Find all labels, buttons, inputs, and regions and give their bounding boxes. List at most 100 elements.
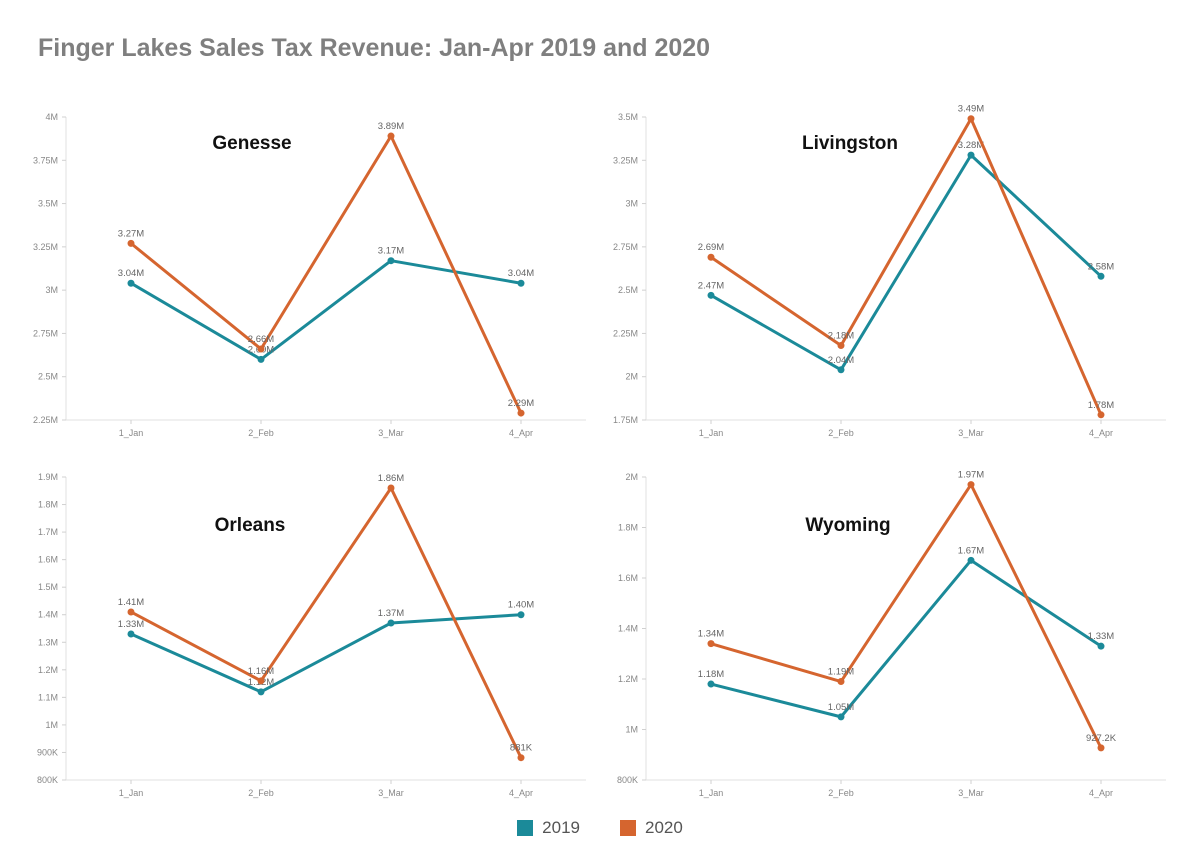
chart-title: Genesse	[212, 133, 292, 154]
data-label-2019: 1.33M	[1088, 631, 1114, 642]
page-title: Finger Lakes Sales Tax Revenue: Jan-Apr …	[38, 34, 711, 62]
y-tick-label: 3.25M	[613, 155, 638, 165]
data-label-2020: 3.49M	[958, 104, 984, 115]
y-tick-label: 800K	[37, 775, 58, 785]
data-label-2020: 881K	[510, 743, 533, 754]
y-tick-label: 2.5M	[618, 285, 638, 295]
chart-title: Wyoming	[805, 515, 891, 536]
data-point-2019	[257, 355, 265, 363]
y-tick-label: 1.5M	[38, 582, 58, 592]
data-label-2019: 2.47M	[698, 280, 724, 291]
y-tick-label: 2M	[625, 372, 638, 382]
series-line-2020	[130, 134, 523, 414]
data-label-2019: 2.04M	[828, 355, 854, 366]
chart-title: Orleans	[214, 515, 286, 536]
series-line-2020	[130, 486, 523, 759]
chart-svg: 800K 1M 1.2M 1.4M 1.6M 1.8M 2M 1_Jan 2_Feb 3_Mar 4…	[617, 470, 1166, 798]
y-tick-label: 3.25M	[33, 242, 58, 252]
x-tick-label: 1_Jan	[699, 788, 724, 798]
y-tick-label: 2M	[625, 472, 638, 482]
data-point-2019	[257, 688, 265, 696]
data-point-2020	[837, 678, 845, 686]
data-label-2019: 1.33M	[118, 619, 144, 630]
y-tick-label: 2.25M	[613, 328, 638, 338]
y-tick-label: 3.5M	[618, 112, 638, 122]
data-point-2020	[387, 484, 395, 492]
series-line-2019	[130, 259, 522, 361]
y-tick-label: 1.8M	[618, 523, 638, 533]
data-point-2019	[837, 366, 845, 374]
y-tick-label: 1.9M	[38, 472, 58, 482]
chart-title: Livingston	[801, 133, 899, 154]
y-tick-label: 3M	[45, 285, 58, 295]
data-label-2020: 3.27M	[118, 228, 144, 239]
data-label-2020: 1.19M	[828, 667, 854, 678]
data-point-2019	[387, 619, 395, 627]
data-label-2020: 2.18M	[828, 331, 854, 342]
data-point-2020	[837, 342, 845, 350]
x-tick-label: 3_Mar	[378, 788, 404, 798]
data-label-2020: 3.89M	[378, 121, 404, 132]
series-line-2019	[710, 153, 1103, 372]
series-line-2019	[130, 613, 522, 694]
data-point-2019	[517, 611, 525, 619]
series-line-2019	[710, 558, 1102, 719]
data-point-2019	[707, 680, 715, 688]
data-label-2019: 2.58M	[1088, 261, 1114, 272]
data-label-2019: 3.28M	[958, 140, 984, 151]
y-tick-label: 1.3M	[38, 637, 58, 647]
legend-label: 2019	[542, 818, 580, 837]
legend-swatch-2019	[517, 820, 534, 836]
chart-panel-genesse: 2.25M 2.5M 2.75M 3M 3.25M 3.5M 3.75M 4M 1_Jan 2_F…	[20, 95, 600, 465]
y-tick-label: 900K	[37, 747, 58, 757]
x-tick-label: 4_Apr	[1089, 428, 1113, 438]
x-tick-label: 4_Apr	[509, 788, 533, 798]
y-tick-label: 1.2M	[38, 665, 58, 675]
data-point-2019	[967, 556, 975, 564]
chart-panel-wyoming: 800K 1M 1.2M 1.4M 1.6M 1.8M 2M 1_Jan 2_Feb 3_Mar 4…	[600, 455, 1180, 825]
legend-swatch-2020	[620, 820, 636, 836]
y-tick-label: 1M	[45, 720, 58, 730]
y-tick-label: 3M	[625, 199, 638, 209]
data-label-2020: 2.29M	[508, 398, 534, 409]
data-point-2019	[1097, 642, 1105, 650]
data-point-2020	[127, 239, 135, 247]
data-point-2019	[967, 151, 975, 159]
x-tick-label: 2_Feb	[248, 788, 274, 798]
y-tick-label: 2.75M	[613, 242, 638, 252]
x-tick-label: 4_Apr	[509, 428, 533, 438]
y-tick-label: 1.1M	[38, 692, 58, 702]
chart-panel-livingston: 1.75M 2M 2.25M 2.5M 2.75M 3M 3.25M 3.5M 1_Jan 2_F…	[600, 95, 1180, 465]
x-tick-label: 1_Jan	[119, 428, 144, 438]
x-tick-label: 3_Mar	[378, 428, 404, 438]
data-point-2020	[517, 409, 525, 417]
data-point-2019	[837, 713, 845, 721]
data-label-2020: 2.66M	[248, 334, 274, 345]
data-label-2019: 1.37M	[378, 608, 404, 619]
data-label-2020: 1.97M	[958, 470, 984, 481]
y-tick-label: 1.6M	[38, 555, 58, 565]
data-label-2019: 3.04M	[508, 268, 534, 279]
data-point-2020	[1097, 411, 1105, 419]
data-label-2020: 1.41M	[118, 597, 144, 608]
y-tick-label: 1.8M	[38, 500, 58, 510]
y-tick-label: 1M	[625, 725, 638, 735]
y-tick-label: 3.5M	[38, 199, 58, 209]
data-point-2020	[517, 754, 525, 762]
legend-label: 2020	[645, 818, 683, 837]
data-point-2020	[707, 640, 715, 648]
y-tick-label: 1.4M	[618, 624, 638, 634]
data-point-2019	[1097, 272, 1105, 280]
x-tick-label: 3_Mar	[958, 788, 984, 798]
data-point-2019	[707, 291, 715, 299]
data-point-2020	[257, 677, 265, 685]
chart-panel-orleans: 800K 900K 1M 1.1M 1.2M 1.3M 1.4M 1.5M 1.6M 1.7M 1.…	[20, 455, 600, 825]
y-tick-label: 1.7M	[38, 527, 58, 537]
y-tick-label: 3.75M	[33, 155, 58, 165]
data-label-2019: 1.40M	[508, 600, 534, 611]
legend-item-2019[interactable]: 2019	[517, 818, 580, 838]
legend-item-2020[interactable]: 2020	[620, 818, 683, 838]
data-label-2020: 2.69M	[698, 242, 724, 253]
data-point-2020	[257, 345, 265, 353]
y-tick-label: 800K	[617, 775, 638, 785]
